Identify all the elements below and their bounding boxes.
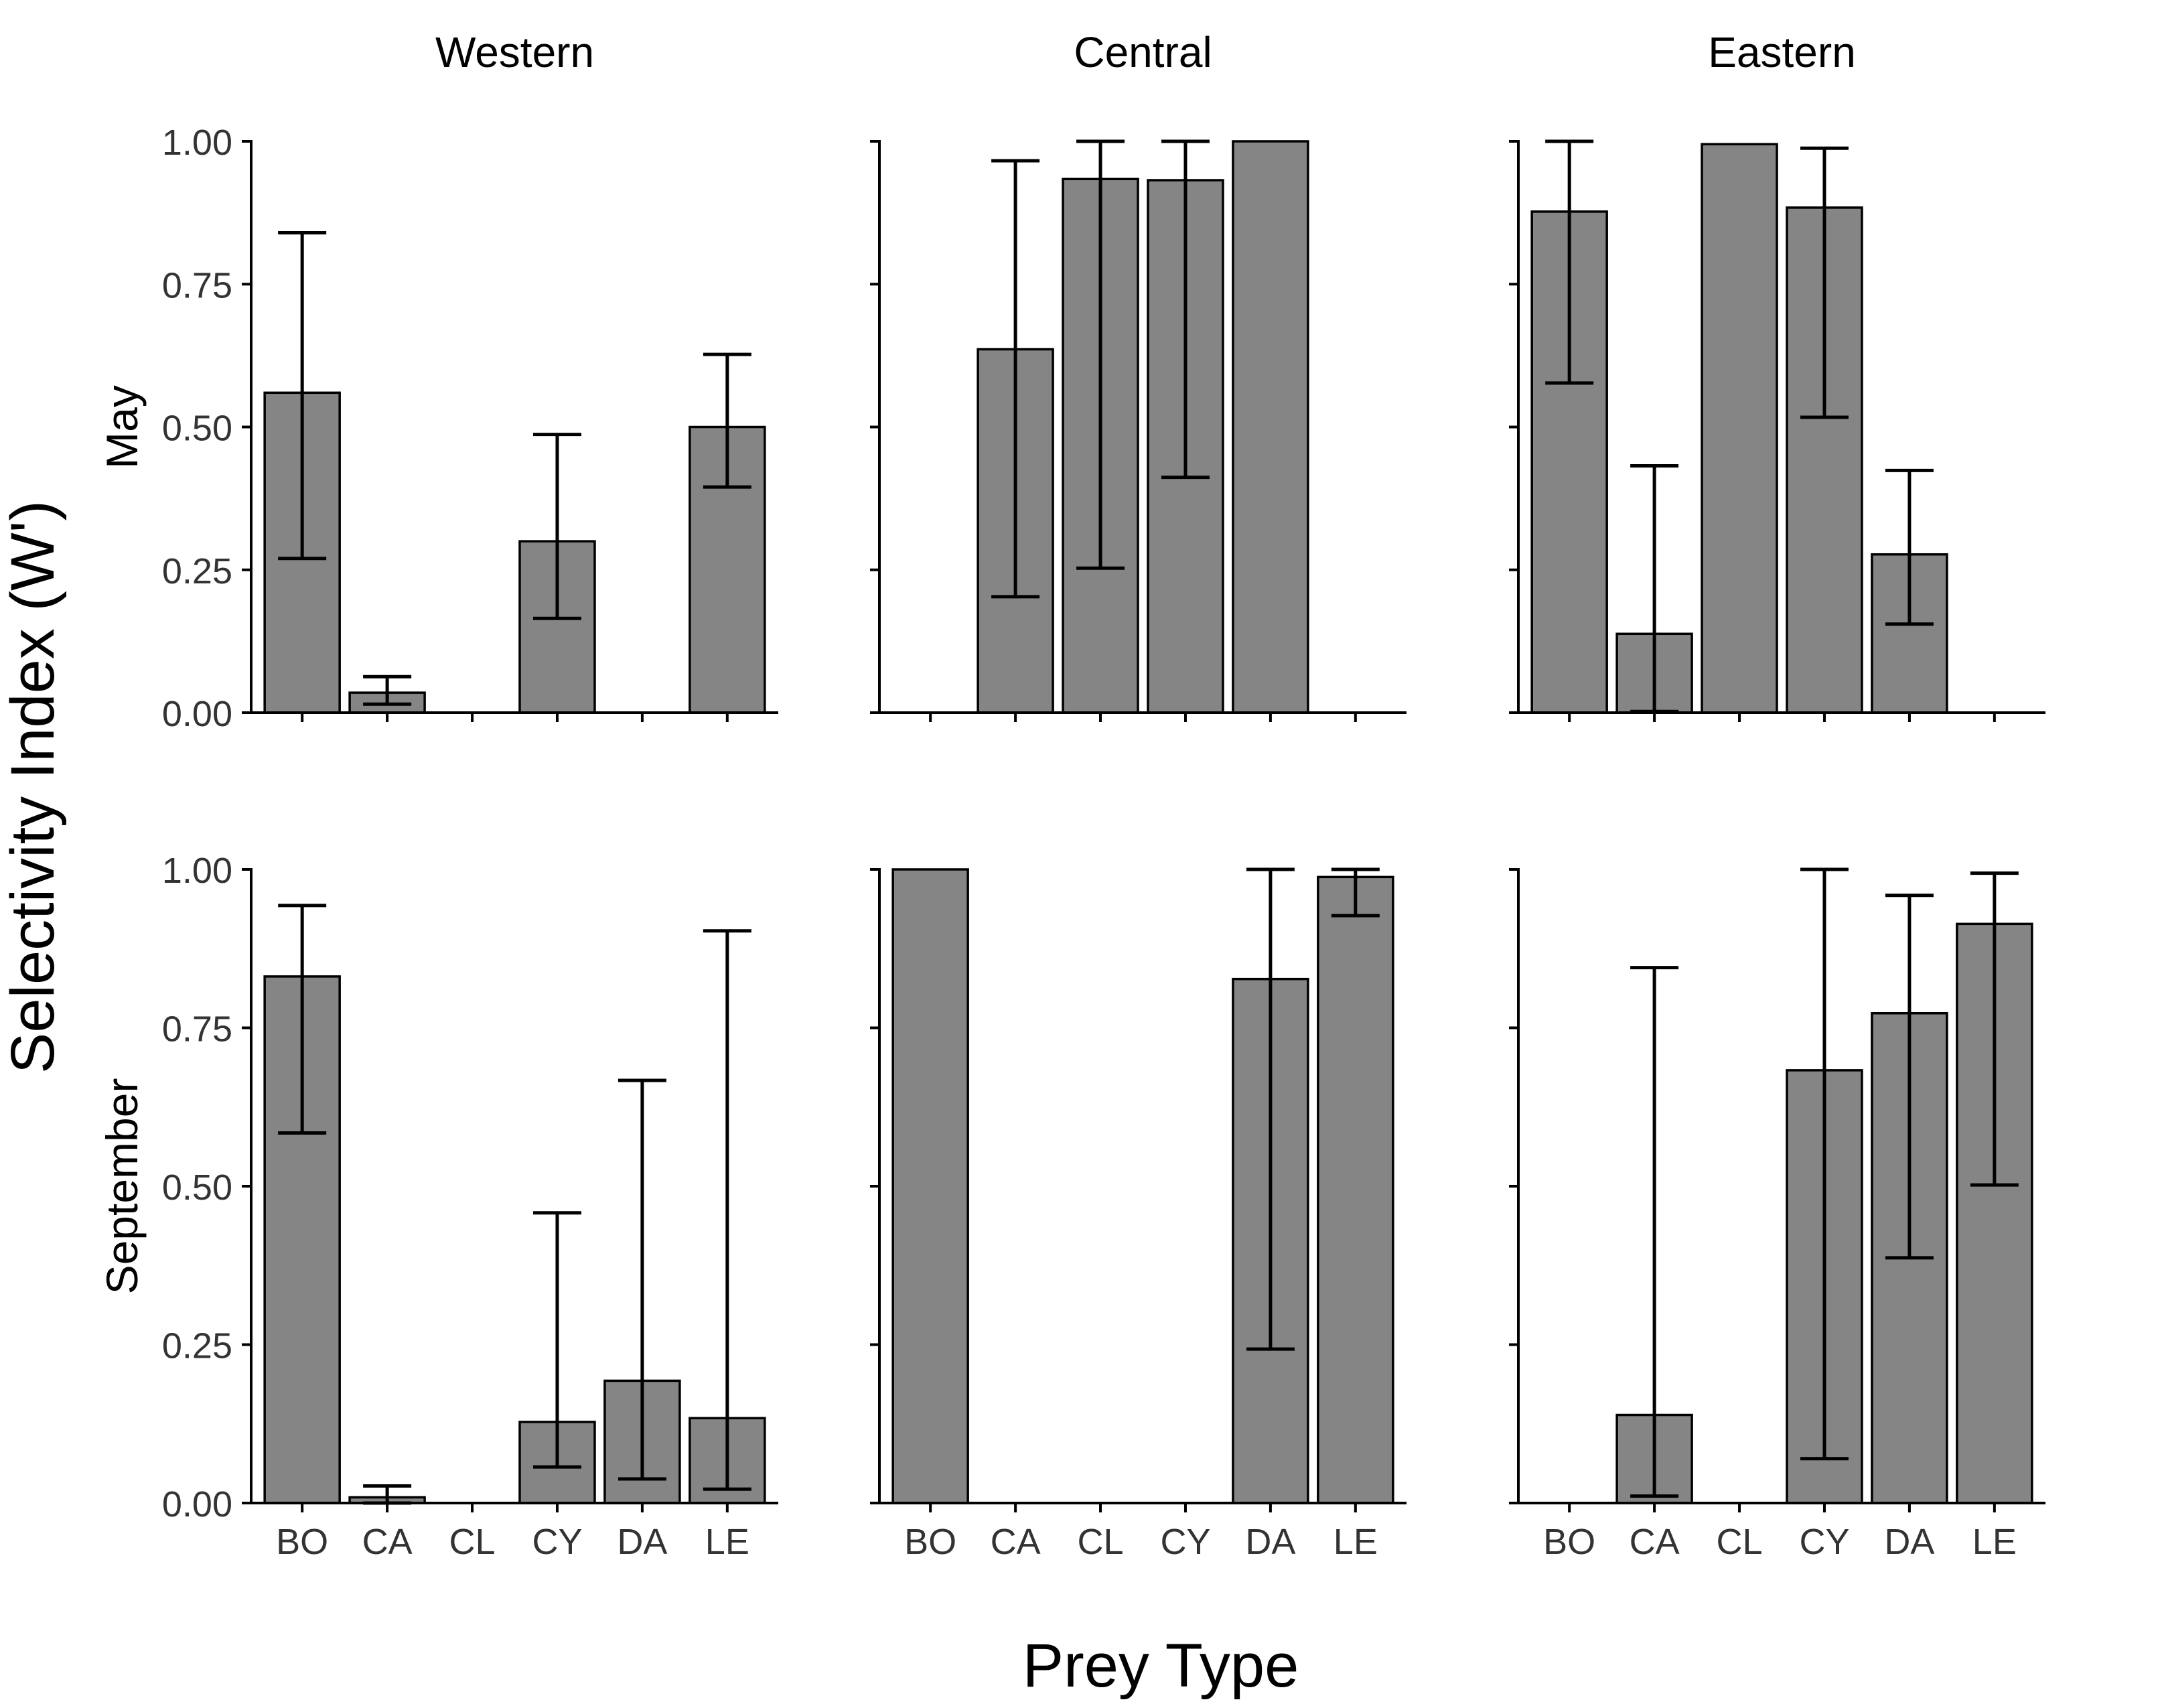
x-tick-label: CY bbox=[532, 1522, 582, 1562]
y-tick-label: 0.00 bbox=[162, 1484, 232, 1524]
y-tick-label: 0.00 bbox=[162, 694, 232, 734]
x-tick-label: LE bbox=[1334, 1522, 1378, 1562]
x-tick-label: CY bbox=[1799, 1522, 1849, 1562]
x-tick-label: CA bbox=[362, 1522, 413, 1562]
row-strip-label: May bbox=[97, 385, 147, 469]
x-tick-label: DA bbox=[617, 1522, 667, 1562]
panel-may-western: 0.00 0.25 0.50 0.75 1.00 bbox=[162, 123, 778, 734]
x-tick-label: CA bbox=[1630, 1522, 1680, 1562]
x-tick-label: BO bbox=[1543, 1522, 1595, 1562]
x-tick-label: LE bbox=[705, 1522, 749, 1562]
column-strip-label: Western bbox=[435, 28, 594, 76]
x-tick-label: BO bbox=[904, 1522, 956, 1562]
y-tick-label: 0.75 bbox=[162, 265, 232, 305]
x-tick-label: CL bbox=[1078, 1522, 1124, 1562]
panels: May September Western Central Eastern 0.00 0.2… bbox=[97, 28, 2045, 1562]
y-tick-label: 0.25 bbox=[162, 551, 232, 591]
y-tick-label: 0.50 bbox=[162, 1167, 232, 1208]
panel-september-western: 0.00 0.25 0.50 0.75 1.00 BO CA CL CY DA LE bbox=[162, 851, 778, 1562]
bar bbox=[1232, 140, 1309, 714]
y-tick-label: 1.00 bbox=[162, 851, 232, 891]
x-tick-label: LE bbox=[1972, 1522, 2017, 1562]
panel-may-eastern bbox=[1509, 139, 2045, 722]
x-tick-label: CA bbox=[991, 1522, 1041, 1562]
x-axis-title: Prey Type bbox=[1023, 1632, 1299, 1700]
y-tick-label: 0.75 bbox=[162, 1009, 232, 1050]
panel-september-eastern: BO CA CL CY DA LE bbox=[1509, 867, 2045, 1562]
column-strip-label: Eastern bbox=[1708, 28, 1856, 76]
bar bbox=[891, 868, 969, 1504]
panel-may-central bbox=[870, 139, 1407, 722]
x-tick-label: DA bbox=[1884, 1522, 1934, 1562]
y-tick-label: 0.50 bbox=[162, 409, 232, 449]
x-tick-label: CL bbox=[1717, 1522, 1763, 1562]
y-tick-label: 0.25 bbox=[162, 1326, 232, 1366]
row-strip-label: September bbox=[97, 1078, 147, 1295]
x-tick-label: BO bbox=[276, 1522, 328, 1562]
y-tick-label: 1.00 bbox=[162, 123, 232, 163]
panel-september-central: BO CA CL CY DA LE bbox=[870, 867, 1407, 1562]
x-tick-label: DA bbox=[1245, 1522, 1295, 1562]
bar bbox=[1701, 143, 1778, 714]
x-tick-label: CY bbox=[1160, 1522, 1210, 1562]
y-axis-title: Selectivity Index (W') bbox=[0, 500, 67, 1074]
bar bbox=[1317, 875, 1394, 1504]
column-strip-label: Central bbox=[1074, 28, 1212, 76]
x-tick-label: CL bbox=[449, 1522, 496, 1562]
